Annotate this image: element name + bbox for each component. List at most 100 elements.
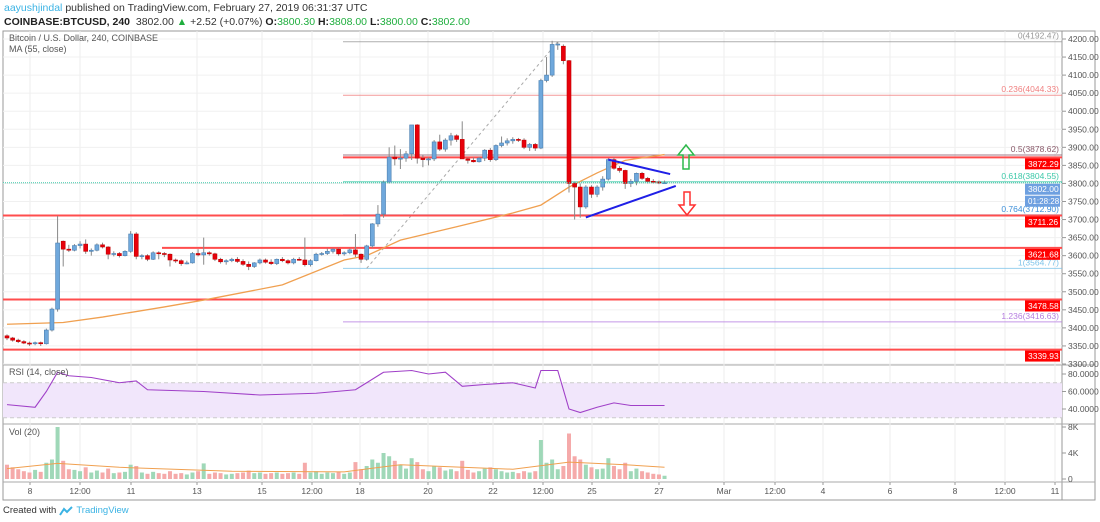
candle-body-down [521, 139, 527, 148]
volume-bar [173, 473, 178, 479]
candle [544, 57, 549, 83]
volume-bar [538, 440, 543, 479]
candle-body-up [229, 258, 235, 262]
volume-bar [404, 468, 409, 479]
candle [555, 41, 561, 50]
volume-bar [151, 471, 156, 479]
candle-body-down [66, 248, 72, 251]
volume-bar [330, 473, 335, 479]
volume-bar [196, 471, 201, 479]
author-link[interactable]: aayushjindal [4, 2, 63, 14]
price-tick-label: 3450.00 [1068, 305, 1099, 315]
volume-bar [662, 475, 667, 479]
candle [156, 251, 162, 260]
candle [145, 254, 150, 262]
candle-body-up [510, 139, 516, 142]
volume-bar [83, 467, 88, 479]
candle-body-down [240, 261, 246, 265]
change: +2.52 (+0.07%) [190, 16, 263, 28]
candle [566, 59, 572, 193]
volume-bar [477, 471, 482, 479]
volume-bar [443, 470, 448, 479]
candle-body-up [403, 153, 409, 159]
time-tick-label: 12:00 [301, 486, 323, 496]
candle-body-down [471, 160, 476, 163]
candle [201, 237, 206, 265]
candle-body-up [583, 186, 589, 208]
candle-body-down [156, 252, 162, 255]
candle-body-up [251, 262, 257, 267]
volume-bar [66, 469, 71, 479]
candle-body-down [566, 60, 572, 184]
volume-bar [567, 433, 571, 479]
candle [117, 252, 122, 258]
candle [561, 44, 566, 65]
candle-body-up [94, 244, 100, 251]
volume-bar [578, 459, 583, 479]
volume-bar [117, 472, 122, 479]
candle [162, 252, 167, 258]
volume-bar [156, 473, 161, 479]
candle [600, 176, 606, 191]
volume-bar [426, 471, 431, 479]
fib-level-label: 0.618(3804.55) [1001, 171, 1059, 181]
candle-body-up [201, 252, 206, 256]
volume-bar [499, 471, 504, 479]
candle [639, 171, 645, 180]
candle-body-down [246, 264, 251, 267]
candle [325, 248, 330, 255]
candle-body-down [83, 243, 88, 252]
arrow-down-icon [677, 191, 697, 217]
candle [499, 136, 504, 148]
candle-body-down [437, 141, 443, 150]
candle [583, 185, 589, 209]
candle [139, 254, 145, 260]
level-price-tag [1025, 216, 1060, 228]
volume-bar [139, 472, 144, 479]
high-label: H: [317, 16, 330, 28]
candle-body-up [482, 149, 488, 159]
candle [218, 257, 223, 264]
price-tick-label: 3900.00 [1068, 142, 1099, 152]
tradingview-link[interactable]: TradingView [76, 505, 129, 516]
candle [94, 243, 100, 252]
fib-level-label: 1(3564.77) [1018, 257, 1059, 267]
volume-bar [583, 464, 588, 479]
candle-body-down [622, 170, 628, 184]
candle [482, 149, 488, 162]
candle-body-up [49, 308, 55, 331]
candle [268, 259, 274, 266]
candle-body-up [375, 213, 381, 225]
volume-ma-line [6, 461, 665, 473]
time-tick-label: 18 [355, 486, 365, 496]
level-price-label: 3872.29 [1028, 159, 1059, 169]
candle [285, 259, 291, 265]
candle [493, 144, 499, 162]
volume-bar [448, 469, 453, 479]
rsi-tick-label: 60.0000 [1068, 387, 1099, 397]
volume-bar [49, 459, 54, 479]
candle [634, 172, 639, 186]
candle-body-down [212, 253, 218, 260]
candle [662, 180, 667, 185]
volume-bar [184, 474, 189, 479]
candle-body-up [223, 260, 229, 263]
volume-bar [218, 473, 223, 479]
publish-info: published on TradingView.com, February 2… [65, 2, 368, 14]
candle [49, 307, 55, 332]
candle [38, 341, 44, 346]
volume-bar [375, 462, 380, 479]
candle-body-down [100, 244, 105, 248]
level-price-tag [1025, 158, 1060, 170]
last-price-tag [1025, 183, 1060, 195]
candle-body-up [313, 253, 319, 262]
candle [572, 181, 577, 220]
candle [263, 258, 268, 264]
candle-body-down [420, 157, 426, 160]
candle-body-down [572, 183, 577, 188]
volume-bar [280, 473, 285, 479]
time-tick-label: 12:00 [994, 486, 1016, 496]
vol-legend: Vol (20) [9, 427, 41, 437]
candle-body-up [128, 233, 133, 252]
